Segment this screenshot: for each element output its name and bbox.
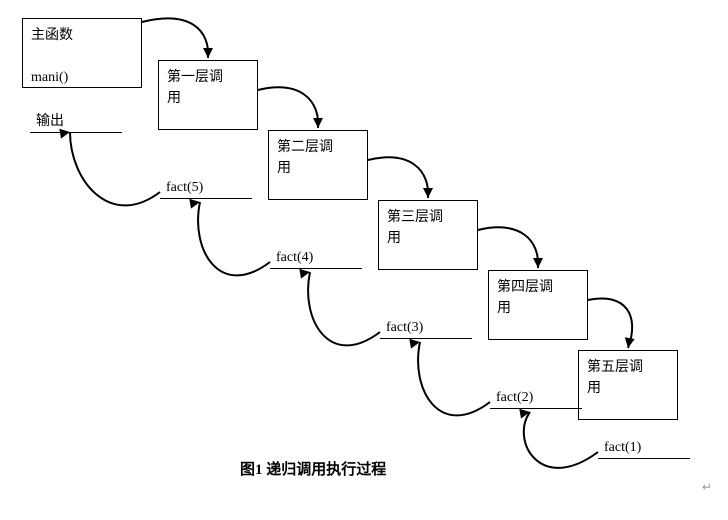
- box-lvl4-line1: 第四层调: [497, 280, 553, 295]
- figure-caption: 图1 递归调用执行过程: [240, 458, 386, 479]
- linebreak-mark-icon: ↵: [702, 480, 712, 495]
- return-label-output: 输出: [30, 110, 122, 133]
- call-arrow-head-3: [533, 258, 543, 268]
- call-arrow-head-1: [313, 118, 323, 128]
- return-label-fact2: fact(2): [490, 390, 582, 409]
- return-label-fact3: fact(3): [380, 320, 472, 339]
- box-lvl3-line2: 用: [387, 231, 401, 246]
- box-lvl5-line2: 用: [587, 381, 601, 396]
- box-lvl4-line2: 用: [497, 301, 511, 316]
- box-main-line2: mani(): [31, 70, 68, 85]
- box-lvl5-line1: 第五层调: [587, 360, 643, 375]
- box-lvl1-line1: 第一层调: [167, 70, 223, 85]
- return-label-fact5: fact(5): [160, 180, 252, 199]
- box-lvl2-line2: 用: [277, 161, 291, 176]
- call-arrow-head-2: [423, 188, 433, 198]
- return-arrow-2: [308, 272, 380, 345]
- box-main-line1: 主函数: [31, 28, 73, 43]
- box-lvl3-line1: 第三层调: [387, 210, 443, 225]
- box-lvl1: 第一层调 用: [158, 60, 258, 130]
- box-lvl3: 第三层调 用: [378, 200, 478, 270]
- call-arrow-3: [478, 227, 538, 268]
- return-arrow-1: [198, 202, 270, 275]
- return-label-fact4: fact(4): [270, 250, 362, 269]
- call-arrow-head-4: [623, 337, 635, 349]
- return-label-fact1: fact(1): [598, 440, 690, 459]
- call-arrow-2: [368, 157, 428, 198]
- call-arrow-0: [142, 18, 208, 58]
- call-arrow-4: [588, 298, 632, 348]
- return-arrow-3: [418, 342, 490, 415]
- box-lvl2-line1: 第二层调: [277, 140, 333, 155]
- return-arrow-0: [70, 132, 160, 205]
- call-arrow-1: [258, 87, 318, 128]
- box-lvl1-line2: 用: [167, 91, 181, 106]
- box-main: 主函数 mani(): [22, 18, 142, 88]
- return-arrow-4: [524, 412, 598, 468]
- box-lvl2: 第二层调 用: [268, 130, 368, 200]
- box-lvl4: 第四层调 用: [488, 270, 588, 340]
- box-lvl5: 第五层调 用: [578, 350, 678, 420]
- call-arrow-head-0: [203, 48, 213, 58]
